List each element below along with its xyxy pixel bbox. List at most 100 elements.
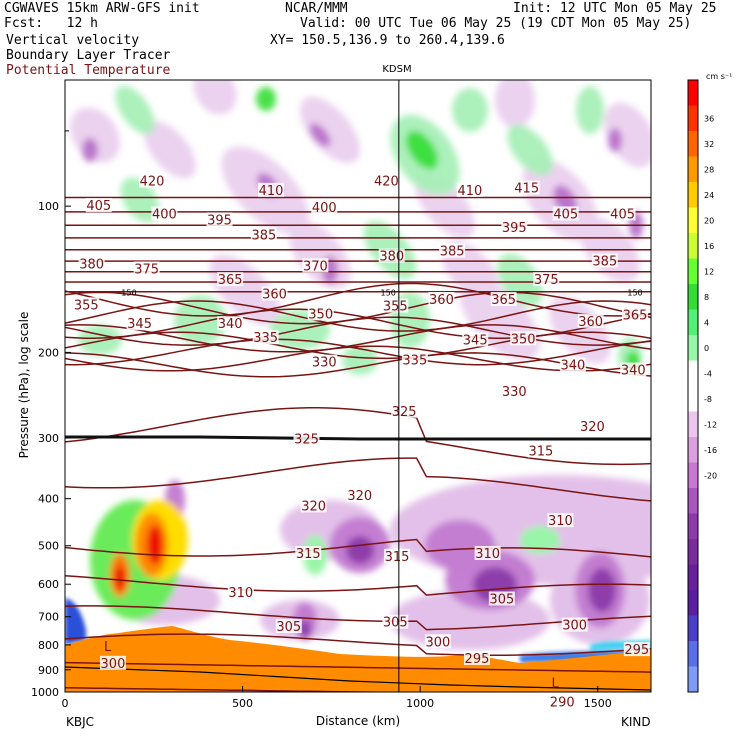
theta-label-bg bbox=[501, 383, 528, 398]
theta-label-bg bbox=[73, 297, 100, 312]
theta-label-bg bbox=[139, 173, 166, 188]
theta-label: 360 bbox=[578, 315, 603, 330]
theta-label: 340 bbox=[560, 359, 585, 374]
colorbar-tick-label: 12 bbox=[704, 267, 714, 276]
colorbar-tick-label: -4 bbox=[704, 369, 712, 378]
theta-label-bg bbox=[424, 634, 451, 649]
theta-label-bg bbox=[533, 272, 560, 287]
theta-label: 375 bbox=[534, 273, 559, 288]
theta-label-bg bbox=[227, 584, 254, 599]
y-tick-label: 1000 bbox=[31, 686, 59, 699]
colorbar-frame bbox=[687, 79, 699, 693]
tropopause-label: 150 bbox=[627, 289, 642, 298]
theta-label: 350 bbox=[308, 307, 333, 322]
theta-label-bg bbox=[623, 642, 650, 657]
theta-label: 335 bbox=[402, 354, 427, 369]
y-tick-label: 200 bbox=[38, 346, 59, 359]
theta-label: 320 bbox=[580, 420, 605, 435]
theta-label-bg bbox=[384, 548, 411, 563]
theta-label: 330 bbox=[312, 356, 337, 371]
colorbar-tick-label: 24 bbox=[704, 191, 714, 200]
colorbar-swatch bbox=[688, 437, 698, 463]
colorbar-tick-label: 32 bbox=[704, 140, 714, 149]
theta-contour bbox=[65, 407, 651, 466]
colorbar-swatch bbox=[688, 335, 698, 361]
contour-labels: 420 420 410 410 415 405 400 395 400 405 405 395 385 3… bbox=[73, 173, 650, 710]
colorbar-swatch bbox=[688, 411, 698, 438]
colorbar-tick-label: 16 bbox=[704, 242, 714, 251]
theta-contour bbox=[65, 633, 651, 656]
theta-label: 360 bbox=[262, 287, 287, 302]
colorbar-swatch bbox=[688, 513, 698, 540]
colorbar-swatch bbox=[688, 284, 698, 310]
colorbar-swatch bbox=[688, 488, 698, 514]
colorbar-tick-label: 28 bbox=[704, 165, 714, 174]
colorbar-swatch bbox=[688, 131, 698, 157]
colorbar-swatch bbox=[688, 80, 698, 106]
y-tick-label: 900 bbox=[38, 664, 59, 677]
theta-contour bbox=[65, 352, 651, 378]
colorbar-swatch bbox=[688, 666, 698, 693]
theta-label-bg bbox=[99, 655, 126, 670]
theta-label: 360 bbox=[429, 293, 454, 308]
theta-label-bg bbox=[257, 182, 284, 197]
theta-label-bg bbox=[311, 200, 338, 215]
theta-label-bg bbox=[151, 206, 178, 221]
x-axis: 0 500 1000 1500 bbox=[62, 686, 612, 710]
theta-label-bg bbox=[217, 316, 244, 331]
theta-label-bg bbox=[462, 332, 489, 347]
init-time: Init: 12 UTC Mon 05 May 25 bbox=[513, 1, 717, 16]
theta-label: 300 bbox=[425, 635, 450, 650]
theta-label-bg bbox=[252, 330, 279, 345]
theta-label-bg bbox=[579, 419, 606, 434]
theta-label: 310 bbox=[548, 514, 573, 529]
colorbar-swatch bbox=[688, 105, 698, 132]
theta-label-bg bbox=[382, 614, 409, 629]
theta-label-bg bbox=[577, 313, 604, 328]
theta-label: 340 bbox=[218, 317, 243, 332]
colorbar-swatch bbox=[688, 641, 698, 667]
theta-contour bbox=[65, 575, 651, 596]
theta-label: 365 bbox=[623, 309, 648, 324]
theta-contour bbox=[65, 308, 651, 339]
theta-label: 420 bbox=[140, 175, 165, 190]
theta-label-bg bbox=[561, 617, 588, 632]
terrain bbox=[65, 626, 651, 692]
colorbar-tick-label: 36 bbox=[704, 114, 714, 123]
theta-label: 350 bbox=[511, 332, 536, 347]
theta-label-bg bbox=[490, 291, 517, 306]
theta-contour bbox=[65, 605, 651, 631]
station-title: KDSM bbox=[382, 64, 411, 75]
colorbar: 36 32 28 24 20 16 12 8 4 0 -4 -8 -12 -16 -20 bbox=[687, 79, 717, 693]
theta-label-bg bbox=[85, 198, 112, 213]
theta-label-bg bbox=[463, 650, 490, 665]
theta-label: 320 bbox=[347, 489, 372, 504]
y-axis-label: Pressure (hPa), log scale bbox=[17, 312, 31, 459]
colorbar-swatch bbox=[688, 156, 698, 183]
colorbar-swatch bbox=[688, 590, 698, 616]
colorbar-swatch bbox=[688, 182, 698, 208]
theta-label-bg bbox=[552, 206, 579, 221]
theta-label: 365 bbox=[491, 293, 516, 308]
theta-label-bg bbox=[620, 362, 647, 377]
colorbar-swatch bbox=[688, 615, 698, 642]
theta-contour bbox=[65, 324, 651, 353]
theta-label-bg bbox=[510, 331, 537, 346]
colorbar-tick-label: -20 bbox=[704, 471, 717, 480]
vertical-velocity-field bbox=[65, 80, 651, 692]
theta-label: 345 bbox=[463, 333, 488, 348]
theta-label-bg bbox=[250, 227, 277, 242]
theta-label: 415 bbox=[514, 182, 539, 197]
start-station-label: KBJC bbox=[66, 715, 94, 729]
theta-label-bg bbox=[474, 546, 501, 561]
theta-contour bbox=[65, 538, 651, 558]
colorbar-swatch bbox=[688, 564, 698, 591]
colorbar-tick-label: -16 bbox=[704, 446, 717, 455]
theta-label: 295 bbox=[465, 652, 490, 667]
theta-contour bbox=[65, 338, 651, 366]
forecast-hour: Fcst: 12 h bbox=[4, 16, 98, 31]
theta-label-bg bbox=[307, 306, 334, 321]
theta-contour bbox=[65, 282, 651, 317]
colorbar-swatch bbox=[688, 360, 698, 387]
